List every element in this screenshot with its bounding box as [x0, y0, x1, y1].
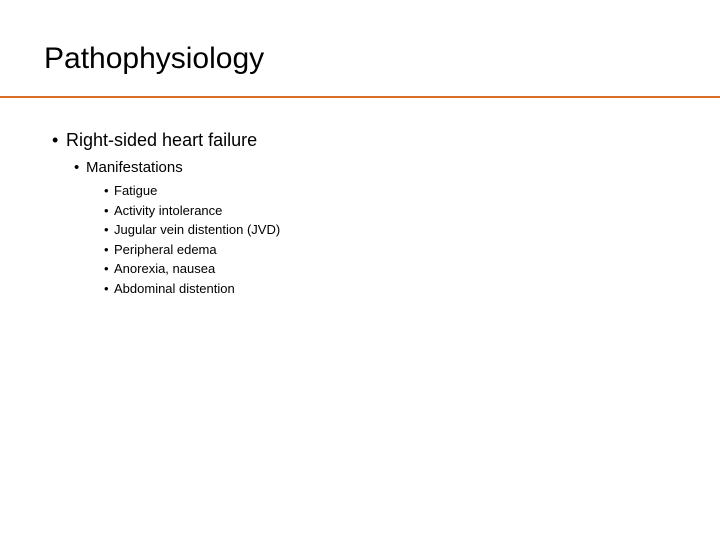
bullet-text: Jugular vein distention (JVD) — [114, 222, 280, 237]
slide-body: •Right-sided heart failure •Manifestatio… — [52, 130, 280, 299]
bullet-icon: • — [52, 130, 66, 151]
bullet-level-3: •Peripheral edema — [104, 241, 280, 259]
bullet-text: Fatigue — [114, 183, 157, 198]
bullet-text: Abdominal distention — [114, 281, 235, 296]
bullet-text: Manifestations — [86, 159, 183, 176]
bullet-icon: • — [74, 159, 86, 176]
bullet-level-1: •Right-sided heart failure — [52, 130, 280, 151]
title-underline — [0, 96, 720, 98]
bullet-icon: • — [104, 202, 114, 220]
bullet-level-2: •Manifestations — [74, 159, 280, 176]
bullet-level-3: •Fatigue — [104, 182, 280, 200]
slide-title: Pathophysiology — [44, 42, 264, 76]
bullet-text: Peripheral edema — [114, 242, 217, 257]
bullet-level-3: •Abdominal distention — [104, 280, 280, 298]
bullet-text: Anorexia, nausea — [114, 261, 215, 276]
bullet-icon: • — [104, 221, 114, 239]
bullet-icon: • — [104, 241, 114, 259]
bullet-text: Activity intolerance — [114, 203, 222, 218]
bullet-icon: • — [104, 182, 114, 200]
bullet-level-3: •Jugular vein distention (JVD) — [104, 221, 280, 239]
bullet-icon: • — [104, 280, 114, 298]
slide: Pathophysiology •Right-sided heart failu… — [0, 0, 720, 540]
bullet-text: Right-sided heart failure — [66, 130, 257, 150]
bullet-icon: • — [104, 260, 114, 278]
bullet-level-3: •Anorexia, nausea — [104, 260, 280, 278]
bullet-level-3: •Activity intolerance — [104, 202, 280, 220]
